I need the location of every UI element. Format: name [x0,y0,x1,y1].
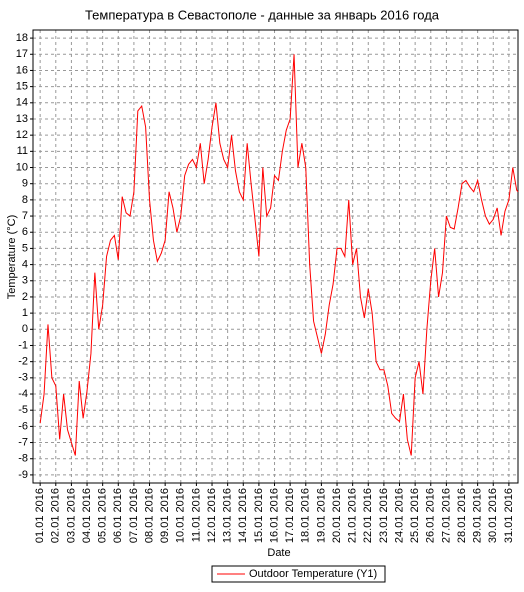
plot-frame [32,29,519,484]
x-tick-label: 31.01 2016 [503,488,515,543]
x-tick-label: 27.01 2016 [440,488,452,543]
y-tick-label: -5 [18,404,28,416]
x-tick-label: 01.01 2016 [34,488,46,543]
x-tick-label: 22.01 2016 [362,488,374,543]
y-tick-label: 4 [22,258,28,270]
y-tick-label: 5 [22,242,28,254]
x-tick-label: 11.01 2016 [190,488,202,542]
y-tick-label: 11 [17,145,28,157]
y-tick-label: -2 [18,356,28,368]
x-tick-label: 23.01 2016 [378,488,390,543]
x-tick-label: 06.01 2016 [112,488,124,543]
x-tick-label: 21.01 2016 [347,488,359,543]
x-tick-label: 17.01 2016 [284,488,296,543]
legend-label: Outdoor Temperature (Y1) [249,568,377,580]
x-tick-label: 14.01 2016 [237,488,249,543]
y-tick-label: 12 [16,129,28,141]
x-tick-label: 04.01 2016 [81,488,93,543]
x-tick-label: 12.01 2016 [206,488,218,543]
y-axis-label: Temperature (°C) [6,215,18,299]
x-axis-label: Date [267,547,290,559]
chart-title: Температура в Севастополе - данные за ян… [85,7,440,22]
temperature-line [39,54,519,456]
x-tick-label: 16.01 2016 [268,488,280,543]
x-tick-label: 18.01 2016 [300,488,312,543]
y-tick-label: -6 [18,420,28,432]
x-tick-label: 19.01 2016 [315,488,327,543]
x-tick-label: 09.01 2016 [159,488,171,543]
y-tick-label: -4 [18,388,28,400]
x-tick-label: 05.01 2016 [97,488,109,543]
y-tick-label: 6 [22,226,28,238]
y-tick-label: 13 [16,113,28,125]
x-tick-label: 28.01 2016 [456,488,468,543]
x-tick-label: 25.01 2016 [409,488,421,543]
y-tick-label: 8 [22,194,28,206]
y-tick-label: 7 [22,210,28,222]
y-tick-label: 10 [16,161,28,173]
y-tick-label: 16 [16,64,28,76]
plot-area [33,30,518,483]
x-tick-label: 13.01 2016 [222,488,234,543]
y-tick-label: 17 [16,48,28,60]
y-tick-label: 14 [16,97,28,109]
y-tick-label: -1 [18,339,28,351]
y-tick-label: -7 [18,436,28,448]
y-tick-label: -3 [18,372,28,384]
x-tick-label: 10.01 2016 [175,488,187,543]
x-tick-label: 07.01 2016 [128,488,140,543]
y-tick-label: 2 [22,291,28,303]
x-tick-label: 02.01 2016 [50,488,62,543]
y-tick-label: 15 [16,81,28,93]
y-tick-label: 1 [22,307,28,319]
x-tick-label: 29.01 2016 [472,488,484,543]
x-tick-label: 24.01 2016 [393,488,405,543]
x-tick-label: 20.01 2016 [331,488,343,543]
x-tick-label: 26.01 2016 [425,488,437,543]
y-tick-label: -9 [18,469,28,481]
x-tick-label: 08.01 2016 [143,488,155,543]
legend [211,565,386,583]
y-tick-label: 18 [16,32,28,44]
y-tick-label: 0 [22,323,28,335]
x-tick-label: 15.01 2016 [253,488,265,543]
x-tick-label: 30.01 2016 [487,488,499,543]
x-tick-label: 03.01 2016 [65,488,77,543]
y-tick-label: 3 [22,275,28,287]
y-tick-label: -8 [18,453,28,465]
y-tick-label: 9 [22,178,28,190]
